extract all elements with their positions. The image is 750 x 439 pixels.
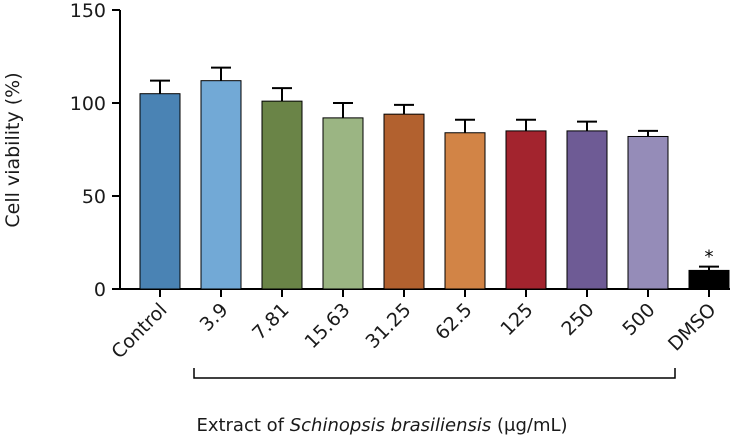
y-axis: 0 50 100 150 bbox=[70, 0, 121, 301]
x-tick-label: 125 bbox=[496, 299, 537, 340]
error-bar-125 bbox=[516, 118, 536, 131]
bar-3.9 bbox=[200, 80, 242, 290]
y-tick-label: 150 bbox=[70, 0, 106, 22]
concentration-bracket bbox=[193, 368, 676, 379]
x-axis-title-prefix: Extract of bbox=[196, 415, 289, 436]
bar-15.63 bbox=[322, 117, 364, 290]
x-ticks: Control 3.9 7.81 15.63 31.25 62.5 125 250 500 DMS… bbox=[107, 289, 721, 363]
annotations: * bbox=[705, 247, 714, 268]
y-axis-title: Cell viability (%) bbox=[2, 72, 24, 227]
x-tick-label: 31.25 bbox=[362, 299, 416, 353]
bar-250 bbox=[566, 130, 608, 290]
y-tick-label: 50 bbox=[82, 186, 106, 208]
x-tick-label: 15.63 bbox=[301, 299, 355, 353]
y-tick-label: 0 bbox=[94, 279, 106, 301]
bar-62.5 bbox=[444, 132, 486, 290]
error-bar-3.9 bbox=[211, 66, 231, 81]
bar-500 bbox=[627, 135, 669, 290]
error-bars bbox=[150, 66, 719, 271]
error-bar-7.81 bbox=[272, 87, 292, 102]
x-tick-label: 62.5 bbox=[431, 299, 476, 344]
bars bbox=[139, 80, 730, 290]
y-tick-label: 100 bbox=[70, 93, 106, 115]
error-bar-31.25 bbox=[394, 103, 414, 115]
error-bar-62.5 bbox=[455, 118, 475, 133]
error-bar-250 bbox=[577, 120, 597, 131]
bar-125 bbox=[505, 130, 547, 290]
bar-DMSO bbox=[688, 269, 730, 290]
x-tick-label: 250 bbox=[557, 299, 598, 340]
error-bar-500 bbox=[638, 129, 658, 137]
significance-marker: * bbox=[705, 247, 714, 268]
bar-Control bbox=[139, 93, 181, 290]
y-ticks: 0 50 100 150 bbox=[70, 0, 120, 301]
error-bar-DMSO bbox=[699, 265, 719, 271]
error-bar-Control bbox=[150, 79, 170, 94]
x-tick-label: Control bbox=[107, 299, 171, 363]
x-tick-label: 3.9 bbox=[196, 299, 233, 336]
x-tick-label: 500 bbox=[618, 299, 659, 340]
bar-31.25 bbox=[383, 113, 425, 290]
x-axis-title: Extract of Schinopsis brasiliensis (μg/m… bbox=[196, 415, 567, 436]
x-axis: Control 3.9 7.81 15.63 31.25 62.5 125 250 500 DMS… bbox=[107, 288, 730, 363]
error-bar-15.63 bbox=[333, 102, 353, 118]
x-axis-title-species: Schinopsis brasiliensis bbox=[290, 415, 492, 436]
x-tick-label: DMSO bbox=[664, 299, 721, 356]
bar-7.81 bbox=[261, 100, 303, 290]
x-axis-title-suffix: (μg/mL) bbox=[491, 415, 567, 436]
x-tick-label: 7.81 bbox=[248, 299, 293, 344]
